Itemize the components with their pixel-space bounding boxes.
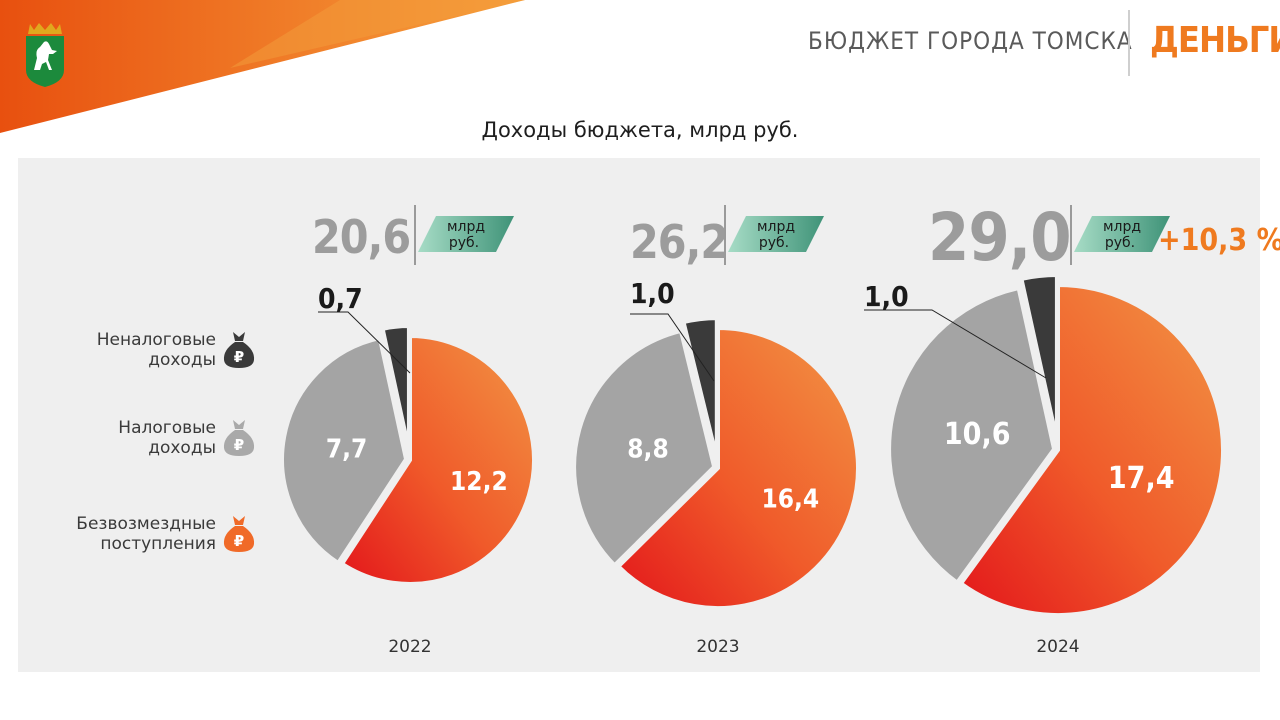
money-bag-icon: ₽ — [223, 332, 255, 368]
money-bag-icon: ₽ — [223, 516, 255, 552]
pie-slice-non-tax — [681, 316, 719, 459]
header-title: БЮДЖЕТ ГОРОДА ТОМСКА — [808, 27, 1133, 55]
year-label: 2023 — [696, 637, 739, 657]
total-value: 29,0 — [928, 199, 1071, 276]
year-label: 2022 — [388, 637, 431, 657]
data-label-non-tax: 1,0 — [864, 280, 909, 313]
data-label-non-tax: 1,0 — [630, 277, 675, 310]
data-label-grants: 17,4 — [1108, 461, 1175, 496]
data-label-tax: 8,8 — [627, 435, 668, 465]
unit-label: млрд — [447, 219, 485, 235]
header-banner — [0, 0, 525, 133]
data-label-tax: 10,6 — [944, 417, 1011, 452]
change-percent: +10,3 % — [1158, 223, 1280, 258]
callout-line — [864, 309, 1047, 379]
header-divider — [1128, 10, 1130, 76]
data-label-grants: 16,4 — [761, 485, 819, 515]
total-divider — [1070, 205, 1072, 265]
pie-slice-non-tax — [380, 324, 411, 451]
pie-slice-grants — [958, 282, 1225, 617]
callout-line — [318, 311, 411, 374]
coat-of-arms-logo — [26, 23, 64, 87]
svg-text:₽: ₽ — [234, 348, 244, 366]
legend-label: Неналоговые доходы — [96, 330, 216, 370]
year-label: 2024 — [1036, 637, 1079, 657]
unit-label: руб. — [759, 235, 789, 251]
pie-slice-tax — [572, 328, 717, 569]
pie-slice-tax — [280, 335, 409, 566]
legend-label: Налоговые доходы — [118, 418, 216, 458]
pie-slice-non-tax — [1019, 273, 1059, 441]
pie-slice-tax — [887, 285, 1057, 586]
total-divider — [724, 205, 726, 265]
unit-label: млрд — [757, 219, 795, 235]
total-divider — [414, 205, 416, 265]
money-bag-icon: ₽ — [223, 420, 255, 456]
unit-label: руб. — [1105, 235, 1135, 251]
unit-label: руб. — [449, 235, 479, 251]
brand-title: ДЕНЬГИ — [1150, 20, 1280, 61]
data-label-non-tax: 0,7 — [318, 282, 363, 315]
total-value: 26,2 — [630, 215, 728, 269]
unit-label: млрд — [1103, 219, 1141, 235]
pie-slice-grants — [339, 333, 537, 586]
svg-text:₽: ₽ — [234, 436, 244, 454]
data-label-tax: 7,7 — [326, 435, 367, 465]
svg-text:₽: ₽ — [234, 532, 244, 550]
pie-slice-grants — [615, 325, 860, 610]
page-title: Доходы бюджета, млрд руб. — [481, 118, 799, 142]
data-label-grants: 12,2 — [450, 467, 508, 497]
total-value: 20,6 — [312, 210, 410, 264]
legend-label: Безвозмездные поступления — [76, 514, 216, 554]
callout-line — [630, 313, 715, 382]
